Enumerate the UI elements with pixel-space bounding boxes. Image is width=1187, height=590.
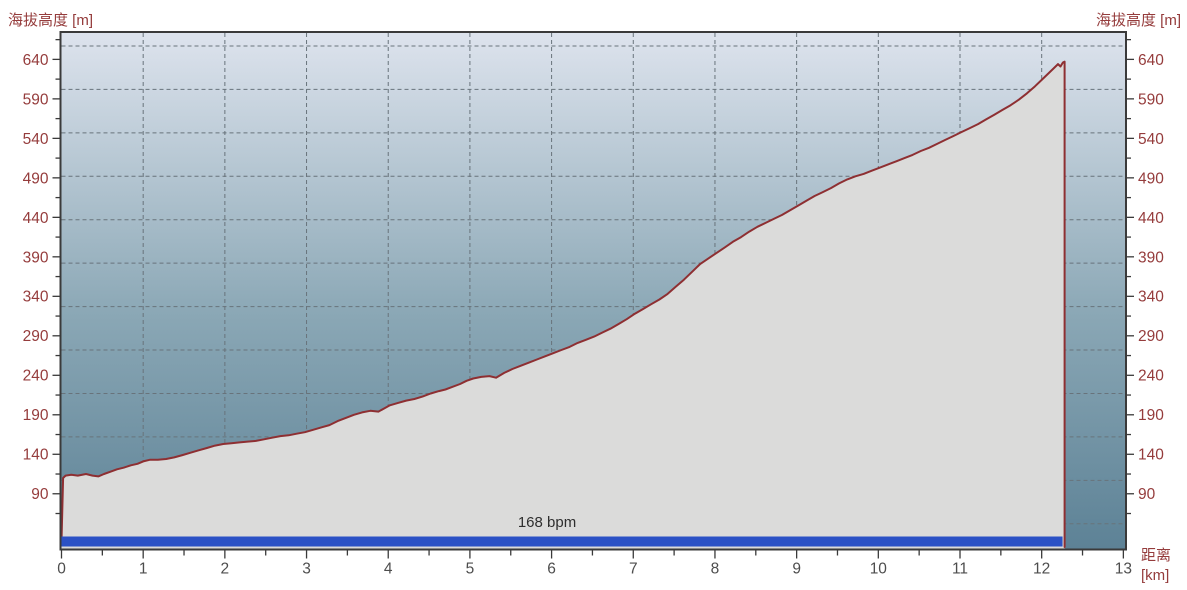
heart-rate-bar	[61, 536, 1063, 547]
tick-label-y-right-240: 240	[1138, 368, 1164, 385]
elevation-area-fill	[61, 61, 1065, 549]
x-axis-title-unit: [km]	[1141, 567, 1170, 584]
tick-label-x-3: 3	[302, 561, 311, 578]
y-axis-title-left: 海拔高度 [m]	[8, 12, 93, 29]
tick-label-y-left-590: 590	[23, 91, 49, 108]
tick-label-y-right-540: 540	[1138, 131, 1164, 148]
tick-label-y-right-190: 190	[1138, 407, 1164, 424]
tick-label-y-left-190: 190	[23, 407, 49, 424]
tick-label-y-right-340: 340	[1138, 289, 1164, 306]
tick-label-x-1: 1	[139, 561, 148, 578]
tick-label-y-right-290: 290	[1138, 328, 1164, 345]
tick-label-x-7: 7	[629, 561, 638, 578]
tick-label-x-9: 9	[792, 561, 801, 578]
tick-label-y-left-240: 240	[23, 368, 49, 385]
tick-label-y-left-490: 490	[23, 170, 49, 187]
tick-label-y-left-440: 440	[23, 210, 49, 227]
plot-border	[59, 31, 1127, 551]
tick-label-x-5: 5	[466, 561, 475, 578]
tick-label-y-right-490: 490	[1138, 170, 1164, 187]
tick-label-y-left-540: 540	[23, 131, 49, 148]
tick-label-y-left-90: 90	[31, 486, 49, 503]
x-axis-title-text: 距离	[1141, 547, 1172, 564]
heart-rate-annotation: 168 bpm	[517, 514, 577, 531]
tick-label-x-0: 0	[57, 561, 66, 578]
tick-label-y-right-640: 640	[1138, 52, 1164, 69]
tick-label-y-left-290: 290	[23, 328, 49, 345]
tick-label-x-4: 4	[384, 561, 393, 578]
tick-label-x-10: 10	[870, 561, 888, 578]
tick-label-x-11: 11	[952, 561, 968, 578]
tick-label-x-6: 6	[547, 561, 556, 578]
tick-label-y-right-140: 140	[1138, 447, 1164, 464]
elevation-line	[60, 60, 1066, 548]
tick-label-y-right-390: 390	[1138, 249, 1164, 266]
tick-label-y-right-440: 440	[1138, 210, 1164, 227]
tick-label-y-left-390: 390	[23, 249, 49, 266]
x-axis-title: 距离 [km]	[1141, 546, 1171, 586]
tick-label-y-left-640: 640	[23, 52, 49, 69]
tick-label-x-13: 13	[1115, 561, 1132, 578]
tick-label-x-2: 2	[221, 561, 230, 578]
tick-label-x-8: 8	[711, 561, 720, 578]
tick-label-y-left-140: 140	[23, 447, 49, 464]
tick-label-x-12: 12	[1033, 561, 1050, 578]
tick-label-y-right-90: 90	[1138, 486, 1156, 503]
tick-label-y-right-590: 590	[1138, 91, 1164, 108]
y-axis-title-right: 海拔高度 [m]	[1096, 12, 1181, 29]
tick-label-y-left-340: 340	[23, 289, 49, 306]
